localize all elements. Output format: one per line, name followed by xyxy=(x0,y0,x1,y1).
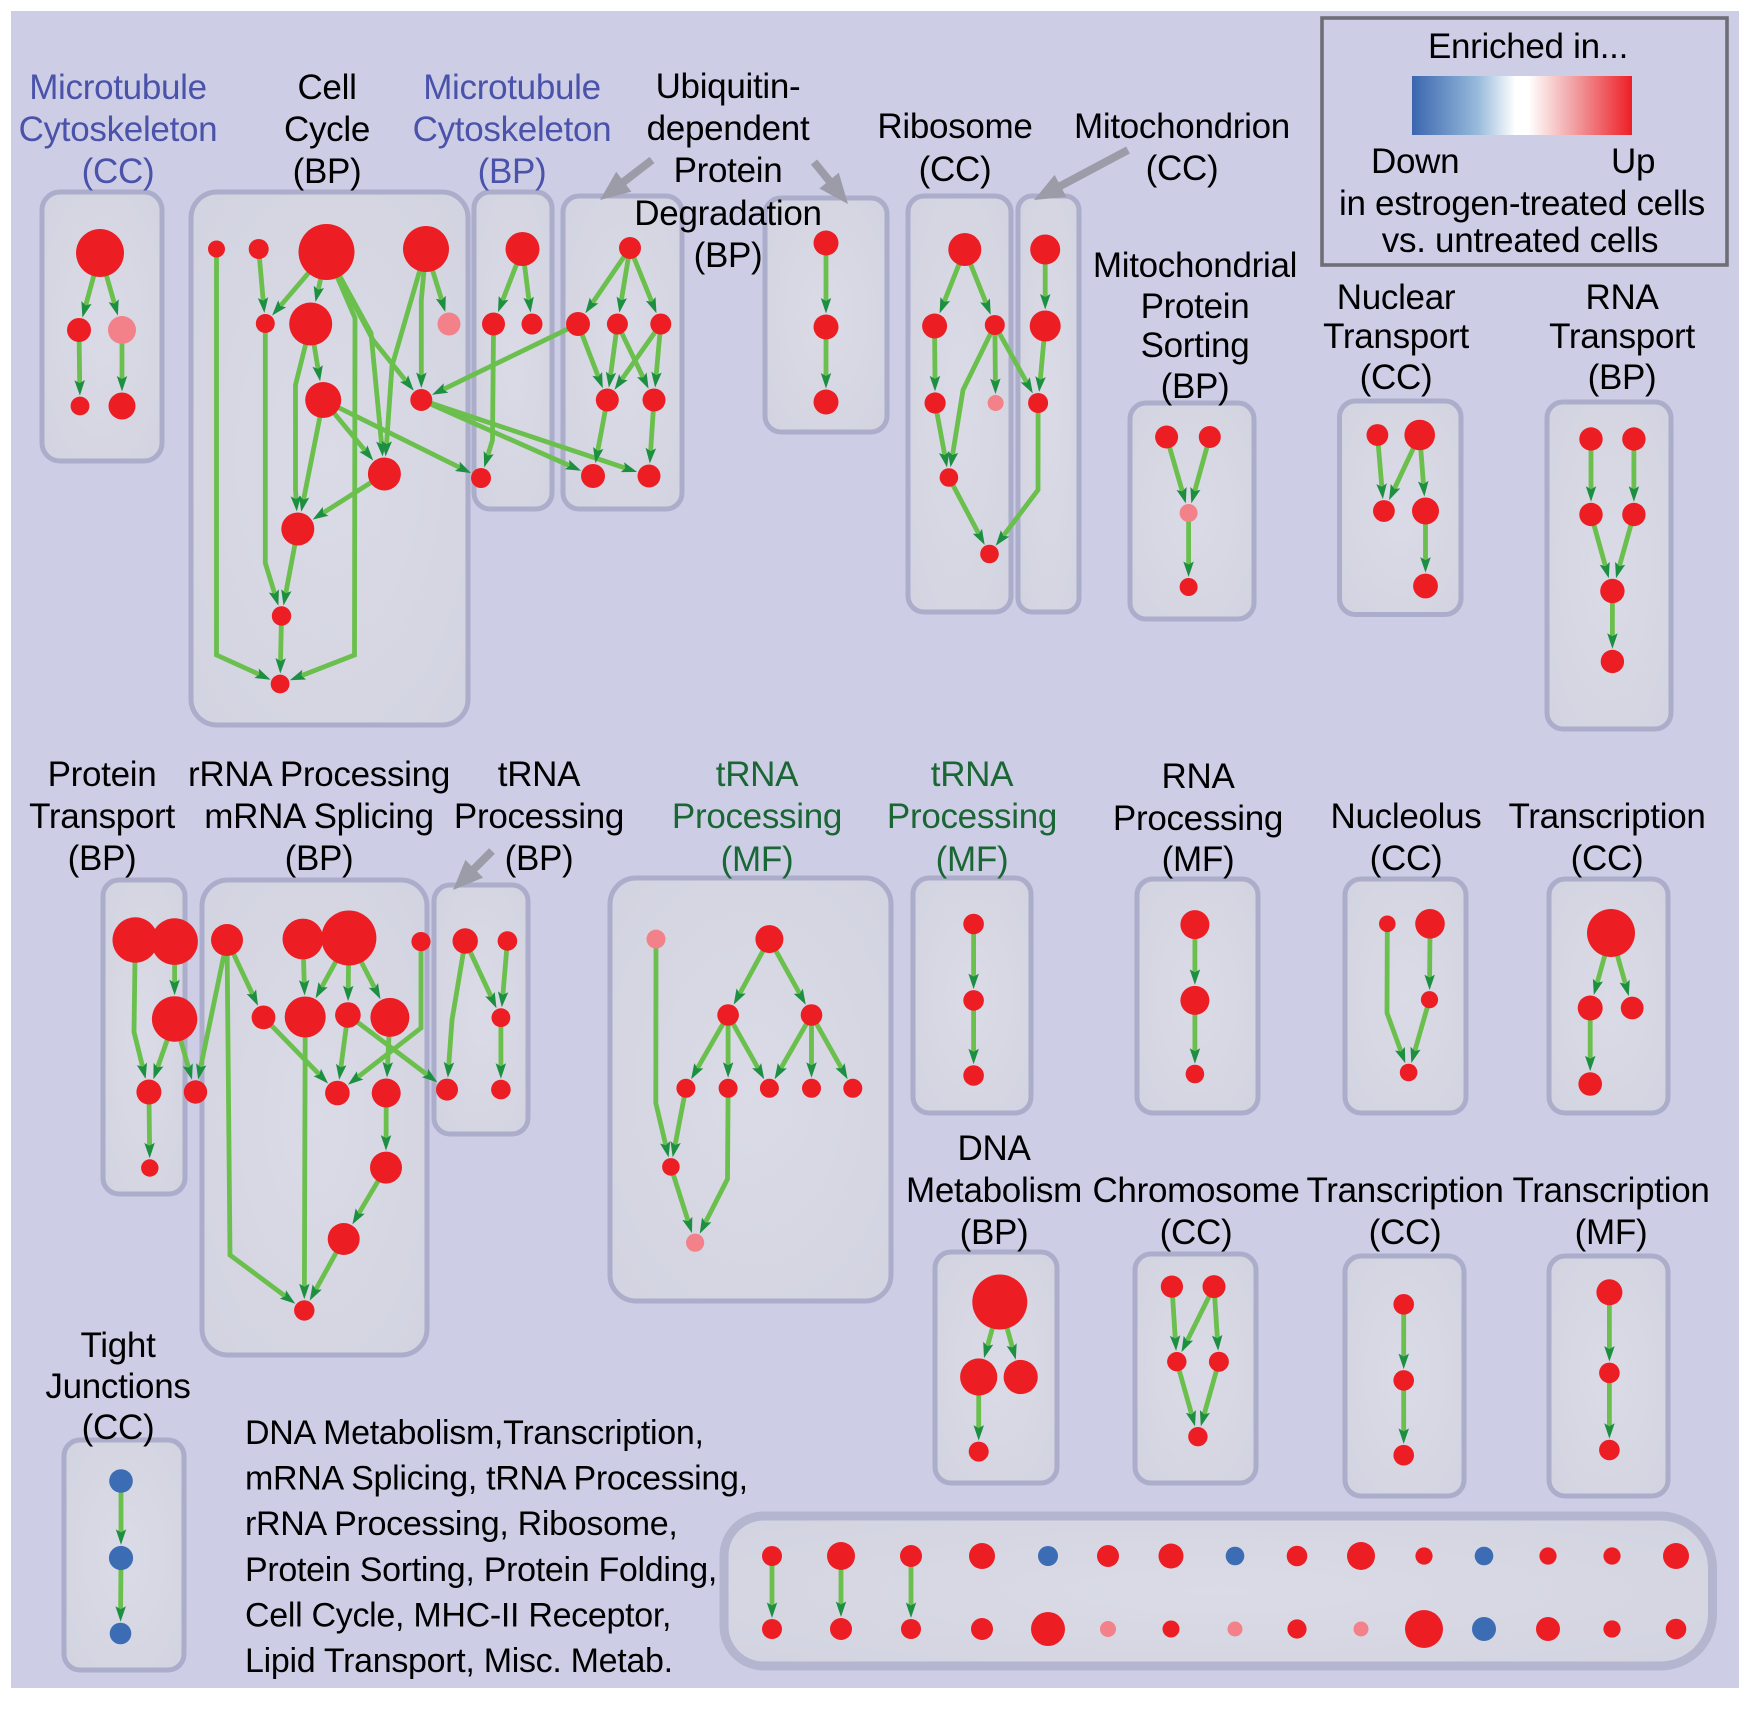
svg-text:Processing: Processing xyxy=(887,797,1057,836)
svg-text:(CC): (CC) xyxy=(919,150,992,189)
svg-text:(CC): (CC) xyxy=(1369,1213,1442,1252)
svg-text:(MF): (MF) xyxy=(1162,840,1235,879)
svg-text:Cytoskeleton: Cytoskeleton xyxy=(413,110,612,149)
svg-text:Protein: Protein xyxy=(1141,287,1250,326)
svg-text:(MF): (MF) xyxy=(721,840,794,879)
svg-text:Cytoskeleton: Cytoskeleton xyxy=(19,110,218,149)
svg-text:(CC): (CC) xyxy=(1160,1213,1233,1252)
svg-text:Down: Down xyxy=(1371,142,1459,181)
svg-text:(BP): (BP) xyxy=(505,839,574,878)
svg-text:(CC): (CC) xyxy=(82,1408,155,1447)
svg-text:(BP): (BP) xyxy=(1588,358,1657,397)
svg-text:Cell Cycle, MHC-II Receptor,: Cell Cycle, MHC-II Receptor, xyxy=(245,1596,671,1634)
svg-text:Protein Sorting, Protein Foldi: Protein Sorting, Protein Folding, xyxy=(245,1551,717,1589)
svg-text:vs. untreated cells: vs. untreated cells xyxy=(1382,221,1658,260)
svg-text:Protein: Protein xyxy=(674,151,783,190)
svg-text:Transport: Transport xyxy=(29,797,175,836)
svg-text:Lipid Transport, Misc. Metab.: Lipid Transport, Misc. Metab. xyxy=(245,1642,673,1680)
svg-text:tRNA: tRNA xyxy=(716,755,799,794)
svg-text:Metabolism: Metabolism xyxy=(906,1171,1082,1210)
svg-text:DNA: DNA xyxy=(958,1129,1032,1168)
svg-text:(MF): (MF) xyxy=(936,840,1009,879)
svg-text:rRNA Processing: rRNA Processing xyxy=(188,755,450,794)
svg-text:Transcription: Transcription xyxy=(1508,797,1705,836)
svg-text:(BP): (BP) xyxy=(478,152,547,191)
svg-text:Nuclear: Nuclear xyxy=(1337,278,1456,317)
svg-text:(BP): (BP) xyxy=(293,152,362,191)
svg-text:Transport: Transport xyxy=(1323,317,1469,356)
svg-text:DNA Metabolism,Transcription,: DNA Metabolism,Transcription, xyxy=(245,1414,704,1452)
svg-text:(CC): (CC) xyxy=(1370,839,1443,878)
svg-text:Microtubule: Microtubule xyxy=(29,68,207,107)
svg-text:(BP): (BP) xyxy=(285,839,354,878)
svg-text:Junctions: Junctions xyxy=(45,1367,190,1406)
svg-text:Processing: Processing xyxy=(454,797,624,836)
svg-text:dependent: dependent xyxy=(647,109,810,148)
svg-text:rRNA Processing, Ribosome,: rRNA Processing, Ribosome, xyxy=(245,1505,677,1543)
svg-text:Microtubule: Microtubule xyxy=(423,68,601,107)
svg-text:(BP): (BP) xyxy=(1161,367,1230,406)
svg-text:RNA: RNA xyxy=(1586,278,1660,317)
svg-text:Ribosome: Ribosome xyxy=(877,107,1032,146)
svg-text:Ubiquitin-: Ubiquitin- xyxy=(656,67,801,106)
svg-text:Nucleolus: Nucleolus xyxy=(1331,797,1482,836)
svg-text:Sorting: Sorting xyxy=(1141,326,1250,365)
svg-text:Processing: Processing xyxy=(1113,799,1283,838)
svg-text:(BP): (BP) xyxy=(694,236,763,275)
svg-text:Transcription: Transcription xyxy=(1512,1171,1709,1210)
svg-text:Protein: Protein xyxy=(48,755,157,794)
svg-text:(CC): (CC) xyxy=(1360,358,1433,397)
svg-text:(BP): (BP) xyxy=(68,839,137,878)
svg-text:Transport: Transport xyxy=(1549,317,1695,356)
svg-text:(CC): (CC) xyxy=(1571,839,1644,878)
svg-text:Mitochondrion: Mitochondrion xyxy=(1074,107,1290,146)
svg-text:mRNA Splicing: mRNA Splicing xyxy=(204,797,434,836)
svg-text:(CC): (CC) xyxy=(1146,149,1219,188)
svg-text:(BP): (BP) xyxy=(960,1213,1029,1252)
svg-text:Up: Up xyxy=(1611,142,1655,181)
svg-text:Tight: Tight xyxy=(80,1326,156,1365)
svg-text:Transcription: Transcription xyxy=(1306,1171,1503,1210)
svg-text:Chromosome: Chromosome xyxy=(1092,1171,1299,1210)
svg-text:RNA: RNA xyxy=(1162,757,1236,796)
svg-text:Cell: Cell xyxy=(297,68,356,107)
svg-text:Mitochondrial: Mitochondrial xyxy=(1093,246,1297,285)
svg-text:Enriched in...: Enriched in... xyxy=(1428,27,1628,66)
svg-text:Cycle: Cycle xyxy=(284,110,370,149)
svg-text:mRNA Splicing, tRNA Processing: mRNA Splicing, tRNA Processing, xyxy=(245,1460,748,1498)
svg-text:in estrogen-treated cells: in estrogen-treated cells xyxy=(1339,184,1705,223)
svg-text:Processing: Processing xyxy=(672,797,842,836)
svg-text:(CC): (CC) xyxy=(82,152,155,191)
svg-text:tRNA: tRNA xyxy=(498,755,581,794)
svg-text:(MF): (MF) xyxy=(1575,1213,1648,1252)
svg-text:Degradation: Degradation xyxy=(634,194,821,233)
svg-text:tRNA: tRNA xyxy=(931,755,1014,794)
